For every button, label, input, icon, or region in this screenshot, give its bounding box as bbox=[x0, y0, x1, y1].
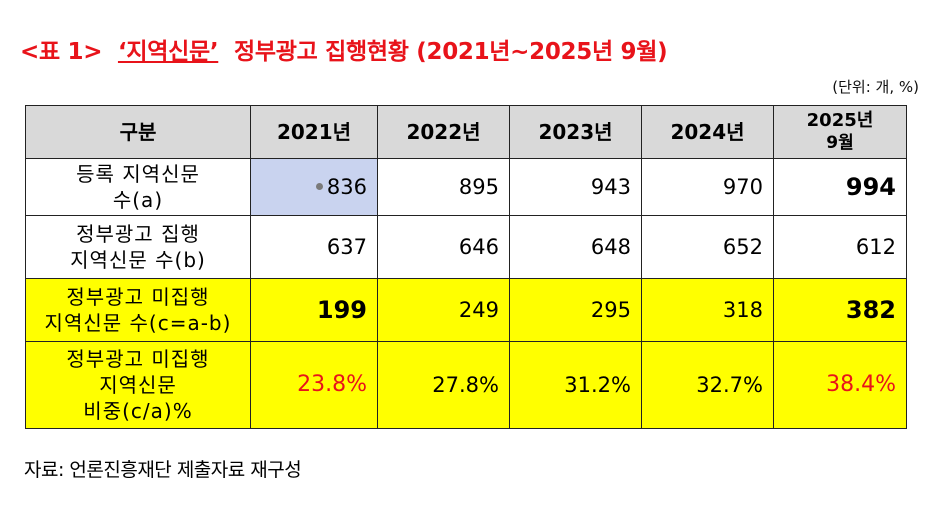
table-cell[interactable]: 31.2% bbox=[509, 341, 642, 429]
unit-label: (단위: 개, %) bbox=[832, 78, 919, 96]
table-cell[interactable]: 27.8% bbox=[377, 341, 510, 429]
row-label-line: 등록 지역신문 bbox=[76, 162, 200, 186]
table-cell[interactable]: 970 bbox=[641, 158, 774, 216]
row-label-line: 비중(c/a)% bbox=[83, 399, 193, 423]
header-2025-month: 9월 bbox=[826, 133, 854, 153]
row-label: 정부광고 미집행 지역신문 수(c=a-b) bbox=[25, 278, 251, 342]
header-2021: 2021년 bbox=[250, 105, 378, 159]
table-cell[interactable]: 199 bbox=[250, 278, 378, 342]
table-cell[interactable]: 994 bbox=[773, 158, 907, 216]
row-label: 등록 지역신문 수(a) bbox=[25, 158, 251, 216]
row-label: 정부광고 미집행 지역신문 비중(c/a)% bbox=[25, 341, 251, 429]
table-cell[interactable]: 295 bbox=[509, 278, 642, 342]
table-cell[interactable]: 249 bbox=[377, 278, 510, 342]
header-2023: 2023년 bbox=[509, 105, 642, 159]
table-cell[interactable]: 32.7% bbox=[641, 341, 774, 429]
table-cell[interactable]: 646 bbox=[377, 215, 510, 279]
page-title: <표 1> ‘지역신문’ 정부광고 집행현황 (2021년~2025년 9월) bbox=[20, 32, 675, 66]
header-row: 구분 2021년 2022년 2023년 2024년 2025년 9월 bbox=[25, 105, 907, 159]
header-category: 구분 bbox=[25, 105, 251, 159]
table-cell[interactable]: 652 bbox=[641, 215, 774, 279]
table-cell-selected[interactable]: 836 bbox=[250, 158, 378, 216]
table-cell[interactable]: 612 bbox=[773, 215, 907, 279]
cell-value: 836 bbox=[326, 175, 367, 199]
row-label-line: 정부광고 미집행 bbox=[66, 285, 210, 309]
row-label-line: 지역신문 bbox=[99, 373, 177, 397]
table-cell[interactable]: 895 bbox=[377, 158, 510, 216]
table-cell[interactable]: 38.4% bbox=[773, 341, 907, 429]
row-label-line: 정부광고 집행 bbox=[76, 222, 200, 246]
source-note: 자료: 언론진흥재단 제출자료 재구성 bbox=[24, 459, 302, 481]
header-2022: 2022년 bbox=[377, 105, 510, 159]
table-cell[interactable]: 648 bbox=[509, 215, 642, 279]
row-label-line: 정부광고 미집행 bbox=[66, 347, 210, 371]
table-cell[interactable]: 637 bbox=[250, 215, 378, 279]
row-label-line: 지역신문 수(c=a-b) bbox=[44, 311, 232, 335]
header-2024: 2024년 bbox=[641, 105, 774, 159]
table-cell[interactable]: 382 bbox=[773, 278, 907, 342]
title-main: 정부광고 집행현황 (2021년~2025년 9월) bbox=[233, 39, 668, 65]
bullet-dot-icon bbox=[315, 182, 323, 190]
table-row: 정부광고 미집행 지역신문 수(c=a-b) 199 249 295 318 3… bbox=[25, 278, 907, 342]
table-row: 정부광고 집행 지역신문 수(b) 637 646 648 652 612 bbox=[25, 215, 907, 279]
header-2025: 2025년 9월 bbox=[773, 105, 907, 159]
table-number: <표 1> bbox=[20, 39, 103, 65]
table-cell[interactable]: 943 bbox=[509, 158, 642, 216]
row-label: 정부광고 집행 지역신문 수(b) bbox=[25, 215, 251, 279]
table-cell[interactable]: 23.8% bbox=[250, 341, 378, 429]
title-quoted: ‘지역신문’ bbox=[117, 39, 219, 65]
table-row: 등록 지역신문 수(a) 836 895 943 970 994 bbox=[25, 158, 907, 216]
table-row: 정부광고 미집행 지역신문 비중(c/a)% 23.8% 27.8% 31.2%… bbox=[25, 341, 907, 429]
row-label-line: 지역신문 수(b) bbox=[70, 248, 206, 272]
table-cell[interactable]: 318 bbox=[641, 278, 774, 342]
row-label-line: 수(a) bbox=[112, 188, 164, 212]
data-table: 구분 2021년 2022년 2023년 2024년 2025년 9월 등록 지… bbox=[25, 105, 907, 429]
header-2025-year: 2025년 bbox=[806, 110, 874, 131]
